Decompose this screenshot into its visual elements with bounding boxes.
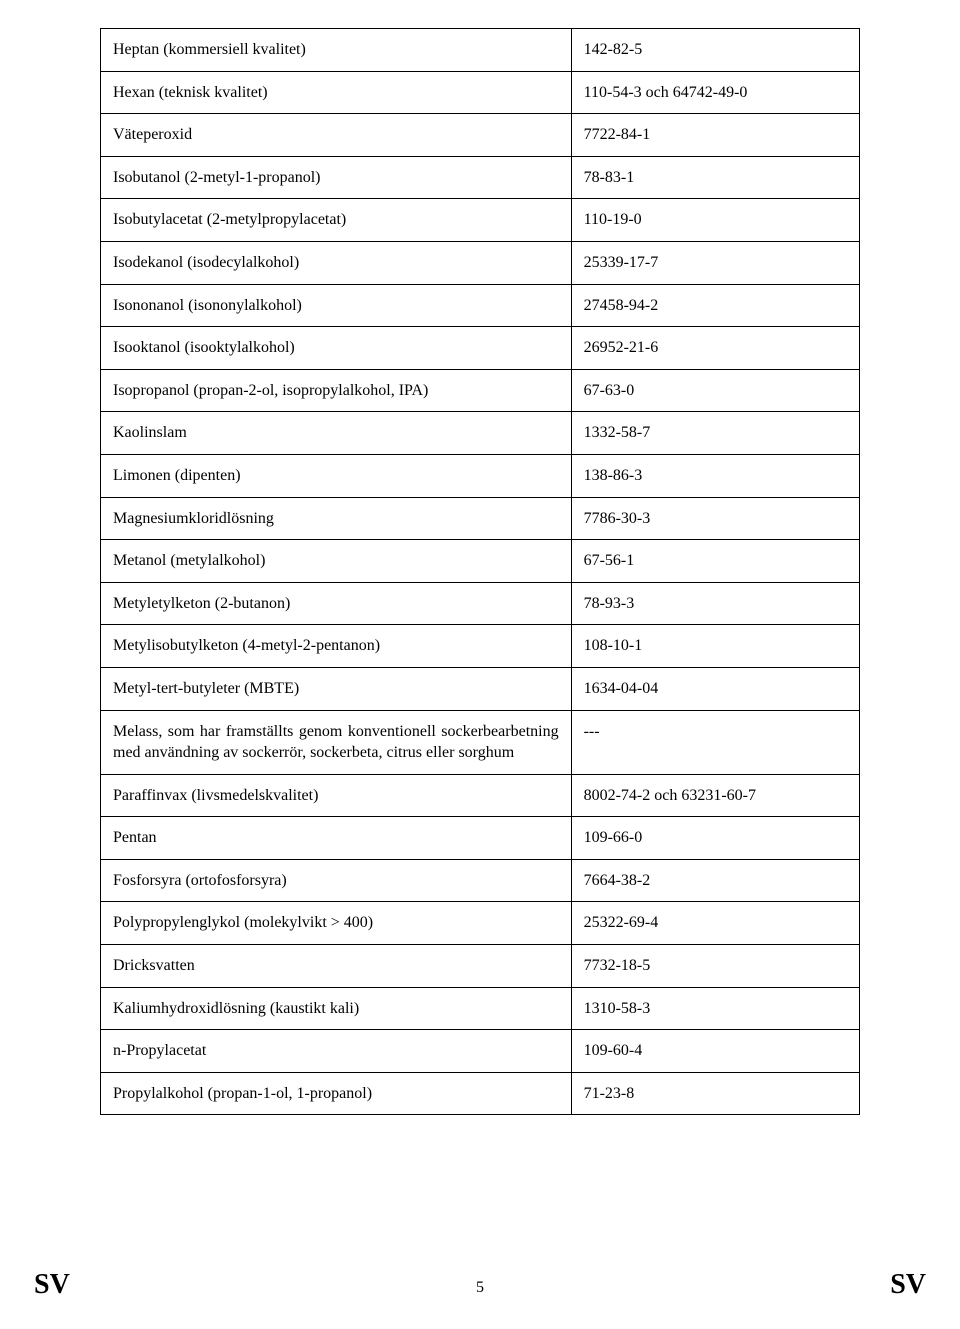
table-row: Isopropanol (propan-2-ol, isopropylalkoh… (101, 369, 860, 412)
substance-name-cell: Kaliumhydroxidlösning (kaustikt kali) (101, 987, 572, 1030)
cas-number-cell: 26952-21-6 (571, 327, 859, 370)
table-row: Metyletylketon (2-butanon)78-93-3 (101, 582, 860, 625)
cas-number-cell: 7732-18-5 (571, 945, 859, 988)
substance-table: Heptan (kommersiell kvalitet)142-82-5Hex… (100, 28, 860, 1115)
table-row: Kaliumhydroxidlösning (kaustikt kali)131… (101, 987, 860, 1030)
table-body: Heptan (kommersiell kvalitet)142-82-5Hex… (101, 29, 860, 1115)
cas-number-cell: 110-54-3 och 64742-49-0 (571, 71, 859, 114)
table-row: Magnesiumkloridlösning7786-30-3 (101, 497, 860, 540)
substance-name-cell: Isobutylacetat (2-metylpropylacetat) (101, 199, 572, 242)
cas-number-cell: 25339-17-7 (571, 241, 859, 284)
document-page: Heptan (kommersiell kvalitet)142-82-5Hex… (0, 0, 960, 1329)
substance-name-cell: Isopropanol (propan-2-ol, isopropylalkoh… (101, 369, 572, 412)
cas-number-cell: 109-66-0 (571, 817, 859, 860)
table-row: Limonen (dipenten)138-86-3 (101, 454, 860, 497)
table-row: Metylisobutylketon (4-metyl-2-pentanon)1… (101, 625, 860, 668)
substance-name-cell: Polypropylenglykol (molekylvikt > 400) (101, 902, 572, 945)
cas-number-cell: 1332-58-7 (571, 412, 859, 455)
table-row: Propylalkohol (propan-1-ol, 1-propanol)7… (101, 1072, 860, 1115)
cas-number-cell: 27458-94-2 (571, 284, 859, 327)
table-row: Metyl-tert-butyleter (MBTE)1634-04-04 (101, 667, 860, 710)
cas-number-cell: 109-60-4 (571, 1030, 859, 1073)
cas-number-cell: 7786-30-3 (571, 497, 859, 540)
footer-page-number: 5 (0, 1279, 960, 1297)
substance-name-cell: Kaolinslam (101, 412, 572, 455)
cas-number-cell: 1310-58-3 (571, 987, 859, 1030)
substance-name-cell: Hexan (teknisk kvalitet) (101, 71, 572, 114)
substance-name-cell: Fosforsyra (ortofosforsyra) (101, 859, 572, 902)
substance-name-cell: Metanol (metylalkohol) (101, 540, 572, 583)
table-row: Polypropylenglykol (molekylvikt > 400)25… (101, 902, 860, 945)
substance-name-cell: Magnesiumkloridlösning (101, 497, 572, 540)
table-row: Isobutylacetat (2-metylpropylacetat)110-… (101, 199, 860, 242)
table-row: n-Propylacetat109-60-4 (101, 1030, 860, 1073)
table-row: Heptan (kommersiell kvalitet)142-82-5 (101, 29, 860, 72)
cas-number-cell: 138-86-3 (571, 454, 859, 497)
table-row: Dricksvatten7732-18-5 (101, 945, 860, 988)
cas-number-cell: 1634-04-04 (571, 667, 859, 710)
substance-name-cell: Isobutanol (2-metyl-1-propanol) (101, 156, 572, 199)
table-row: Isobutanol (2-metyl-1-propanol)78-83-1 (101, 156, 860, 199)
substance-name-cell: Metyl-tert-butyleter (MBTE) (101, 667, 572, 710)
substance-name-cell: Paraffinvax (livsmedelskvalitet) (101, 774, 572, 817)
substance-name-cell: Heptan (kommersiell kvalitet) (101, 29, 572, 72)
substance-name-cell: Metylisobutylketon (4-metyl-2-pentanon) (101, 625, 572, 668)
cas-number-cell: 67-63-0 (571, 369, 859, 412)
cas-number-cell: 71-23-8 (571, 1072, 859, 1115)
table-row: Väteperoxid7722-84-1 (101, 114, 860, 157)
table-row: Isononanol (isononylalkohol)27458-94-2 (101, 284, 860, 327)
substance-name-cell: Propylalkohol (propan-1-ol, 1-propanol) (101, 1072, 572, 1115)
cas-number-cell: 142-82-5 (571, 29, 859, 72)
substance-name-cell: Pentan (101, 817, 572, 860)
cas-number-cell: --- (571, 710, 859, 774)
cas-number-cell: 78-93-3 (571, 582, 859, 625)
substance-name-cell: Isodekanol (isodecylalkohol) (101, 241, 572, 284)
cas-number-cell: 78-83-1 (571, 156, 859, 199)
cas-number-cell: 110-19-0 (571, 199, 859, 242)
table-row: Hexan (teknisk kvalitet)110-54-3 och 647… (101, 71, 860, 114)
substance-name-cell: Väteperoxid (101, 114, 572, 157)
table-row: Fosforsyra (ortofosforsyra)7664-38-2 (101, 859, 860, 902)
footer-language-right: SV (890, 1269, 926, 1301)
substance-name-cell: Isooktanol (isooktylalkohol) (101, 327, 572, 370)
cas-number-cell: 108-10-1 (571, 625, 859, 668)
table-row: Melass, som har framställts genom konven… (101, 710, 860, 774)
cas-number-cell: 8002-74-2 och 63231-60-7 (571, 774, 859, 817)
table-row: Isodekanol (isodecylalkohol)25339-17-7 (101, 241, 860, 284)
cas-number-cell: 7664-38-2 (571, 859, 859, 902)
substance-name-cell: Limonen (dipenten) (101, 454, 572, 497)
table-row: Kaolinslam1332-58-7 (101, 412, 860, 455)
substance-name-cell: Melass, som har framställts genom konven… (101, 710, 572, 774)
table-row: Metanol (metylalkohol)67-56-1 (101, 540, 860, 583)
cas-number-cell: 67-56-1 (571, 540, 859, 583)
table-row: Isooktanol (isooktylalkohol)26952-21-6 (101, 327, 860, 370)
substance-name-cell: Dricksvatten (101, 945, 572, 988)
substance-name-cell: n-Propylacetat (101, 1030, 572, 1073)
table-row: Pentan109-66-0 (101, 817, 860, 860)
substance-name-cell: Metyletylketon (2-butanon) (101, 582, 572, 625)
cas-number-cell: 7722-84-1 (571, 114, 859, 157)
cas-number-cell: 25322-69-4 (571, 902, 859, 945)
table-row: Paraffinvax (livsmedelskvalitet)8002-74-… (101, 774, 860, 817)
substance-name-cell: Isononanol (isononylalkohol) (101, 284, 572, 327)
